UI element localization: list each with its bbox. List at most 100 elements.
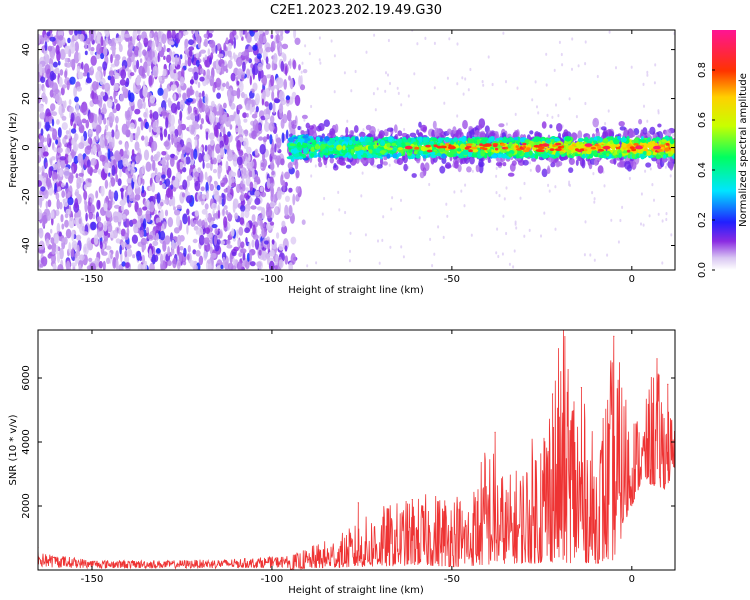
heatmap-cell	[95, 124, 100, 136]
heatmap-cell	[136, 59, 140, 70]
heatmap-cell	[236, 87, 241, 99]
heatmap-cell	[201, 208, 208, 215]
heatmap-cell	[157, 87, 164, 96]
heatmap-cell	[545, 52, 548, 56]
heatmap-cell	[495, 161, 503, 167]
heatmap-cell	[44, 41, 48, 52]
heatmap-cell	[131, 149, 135, 157]
heatmap-cell	[294, 37, 301, 45]
heatmap-cell	[241, 173, 245, 181]
heatmap-cell	[603, 184, 606, 188]
heatmap-cell	[281, 225, 288, 235]
heatmap-cell	[346, 119, 349, 123]
heatmap-cell	[64, 219, 69, 228]
heatmap-cell	[229, 252, 233, 264]
heatmap-cell	[92, 81, 98, 91]
heatmap-cell	[176, 214, 181, 227]
heatmap-cell	[198, 255, 204, 266]
heatmap-cell	[195, 90, 199, 98]
heatmap-cell	[217, 53, 224, 58]
heatmap-cell	[420, 124, 428, 132]
heatmap-cell	[469, 129, 475, 140]
heatmap-cell	[119, 79, 127, 86]
heatmap-cell	[73, 86, 77, 98]
heatmap-cell	[208, 132, 215, 141]
heatmap-cell	[374, 136, 378, 142]
heatmap-cell	[657, 123, 662, 128]
heatmap-cell	[131, 234, 138, 244]
heatmap-cell	[124, 232, 129, 240]
heatmap-cell	[251, 89, 255, 94]
heatmap-cell	[240, 188, 243, 193]
heatmap-cell	[55, 244, 59, 255]
heatmap-cell	[115, 115, 119, 124]
heatmap-cell	[115, 250, 119, 261]
heatmap-cell	[249, 75, 252, 86]
heatmap-cell	[333, 54, 336, 58]
heatmap-cell	[184, 38, 188, 49]
heatmap-cell	[243, 118, 248, 123]
heatmap-cell	[281, 52, 285, 58]
heatmap-cell	[39, 63, 43, 74]
heatmap-cell	[365, 137, 371, 143]
heatmap-cell	[220, 147, 225, 158]
heatmap-cell	[545, 83, 548, 87]
heatmap-cell	[392, 153, 398, 159]
heatmap-cell	[403, 163, 408, 172]
heatmap-cell	[75, 173, 79, 179]
heatmap-cell	[49, 36, 56, 42]
heatmap-cell	[70, 262, 77, 267]
heatmap-cell	[173, 155, 178, 161]
heatmap-cell	[95, 54, 101, 60]
heatmap-cell	[284, 245, 288, 252]
heatmap-cell	[534, 80, 537, 84]
heatmap-cell	[454, 160, 459, 169]
heatmap-cell	[201, 219, 206, 229]
heatmap-cell	[220, 240, 226, 245]
heatmap-cell	[498, 194, 501, 198]
heatmap-cell	[204, 104, 210, 113]
heatmap-cell	[245, 187, 249, 192]
heatmap-cell	[99, 240, 103, 250]
heatmap-cell	[207, 259, 212, 264]
heatmap-cell	[90, 204, 95, 214]
heatmap-cell	[198, 234, 205, 246]
heatmap-cell	[260, 115, 266, 121]
heatmap-cell	[391, 196, 394, 200]
heatmap-cell	[129, 72, 135, 77]
heatmap-cell	[93, 30, 97, 40]
heatmap-cell	[247, 153, 251, 160]
heatmap-cell	[71, 165, 75, 175]
heatmap-cell	[258, 69, 264, 79]
heatmap-cell	[119, 168, 122, 178]
heatmap-cell	[56, 50, 61, 62]
heatmap-cell	[665, 212, 668, 216]
heatmap-cell	[109, 216, 113, 222]
heatmap-cell	[222, 256, 226, 262]
heatmap-cell	[39, 104, 44, 114]
heatmap-cell	[624, 160, 631, 170]
heatmap-cell	[72, 143, 79, 152]
heatmap-cell	[120, 228, 126, 237]
heatmap-cell	[661, 219, 664, 223]
heatmap-cell	[310, 104, 313, 109]
heatmap-cell	[105, 245, 112, 251]
heatmap-cell	[114, 152, 120, 160]
heatmap-cell	[252, 224, 256, 236]
heatmap-cell	[630, 65, 633, 69]
heatmap-cell	[202, 57, 206, 63]
heatmap-cell	[225, 209, 229, 216]
heatmap-cell	[594, 158, 598, 167]
heatmap-cell	[513, 137, 519, 141]
heatmap-cell	[664, 165, 667, 169]
heatmap-cell	[269, 176, 274, 185]
heatmap-cell	[642, 127, 648, 135]
heatmap-cell	[50, 209, 55, 219]
heatmap-cell	[138, 65, 145, 77]
heatmap-cell	[384, 89, 387, 93]
heatmap-cell	[592, 140, 598, 144]
heatmap-cell	[280, 158, 285, 166]
heatmap-cell	[239, 194, 245, 202]
heatmap-cell	[554, 185, 557, 189]
